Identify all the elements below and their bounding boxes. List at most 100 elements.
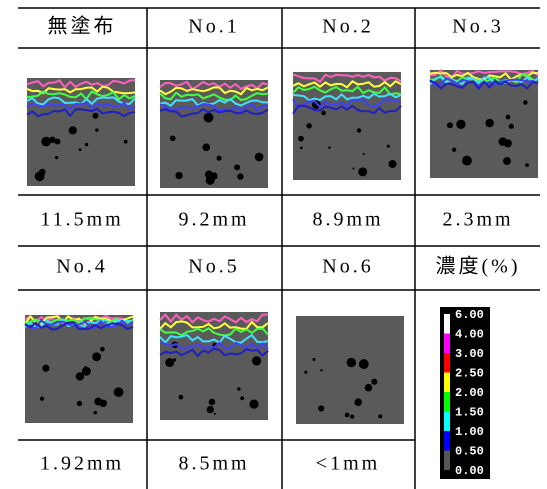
pore <box>456 119 466 129</box>
pore <box>84 142 89 147</box>
pore <box>93 410 98 415</box>
pore <box>386 144 390 148</box>
pore <box>95 128 99 132</box>
pore <box>321 110 326 116</box>
pore <box>505 114 511 120</box>
pore <box>364 383 373 392</box>
pore <box>178 394 184 400</box>
measurement: 1.92mm <box>40 453 124 475</box>
pore <box>42 364 50 372</box>
legend-swatch <box>444 450 450 470</box>
legend-label: 1.50 <box>455 406 484 420</box>
pore <box>83 366 88 370</box>
contour <box>292 98 402 109</box>
pore <box>371 378 378 385</box>
pore <box>76 400 83 407</box>
contour <box>159 107 269 118</box>
pore <box>358 167 368 177</box>
pore <box>525 163 529 168</box>
column-header: No.2 <box>322 16 373 38</box>
pore <box>208 398 216 406</box>
legend-swatch <box>444 333 450 353</box>
contour <box>159 102 269 112</box>
contour <box>159 341 269 351</box>
pore <box>75 372 85 381</box>
column-header: No.3 <box>452 16 503 38</box>
contour <box>159 320 269 330</box>
contour <box>24 314 134 324</box>
pore <box>328 146 331 149</box>
pore <box>216 155 222 161</box>
pore <box>203 112 214 123</box>
pore <box>378 414 383 419</box>
thumbnail <box>26 78 136 186</box>
contour <box>292 85 402 96</box>
contour <box>292 80 402 89</box>
pore <box>257 157 261 161</box>
pore <box>485 118 494 128</box>
contour <box>159 91 269 102</box>
contour <box>429 69 539 80</box>
pore <box>237 173 244 180</box>
pore <box>388 159 397 168</box>
contour <box>26 79 136 89</box>
legend-swatch <box>444 411 450 431</box>
legend-label: 6.00 <box>455 308 484 322</box>
specimen <box>25 315 133 423</box>
pore <box>54 138 61 145</box>
measurement: 8.5mm <box>178 453 249 475</box>
pore <box>306 123 312 129</box>
contour <box>159 97 269 107</box>
pore <box>39 396 45 401</box>
contour <box>159 313 269 324</box>
thumbnail <box>159 80 269 188</box>
pore <box>508 123 514 129</box>
legend-swatch <box>444 392 450 412</box>
contour <box>429 79 539 91</box>
measurement: 2.3mm <box>442 209 513 231</box>
legend-swatch <box>444 353 450 373</box>
contour <box>292 104 402 115</box>
legend-label: 4.00 <box>455 328 484 342</box>
contour <box>26 101 136 111</box>
contour <box>159 333 269 344</box>
contour <box>159 347 269 358</box>
pore <box>299 146 303 150</box>
legend-label: 1.00 <box>455 425 484 439</box>
pore <box>362 152 365 156</box>
pore <box>344 412 350 418</box>
pore <box>354 398 363 407</box>
pore <box>254 152 264 162</box>
pore <box>320 369 323 372</box>
column-header: 無塗布 <box>48 15 117 38</box>
pore <box>54 155 59 160</box>
specimen <box>160 80 268 188</box>
contour <box>292 73 402 84</box>
column-header: No.1 <box>188 16 239 38</box>
pore <box>92 112 99 119</box>
pore <box>304 370 308 374</box>
pore <box>165 358 175 368</box>
pore <box>349 414 355 419</box>
pore <box>34 171 45 182</box>
contour <box>159 80 269 91</box>
pore <box>318 405 325 412</box>
contour <box>26 107 136 118</box>
thumbnail <box>296 316 404 424</box>
pore <box>237 387 241 391</box>
pore <box>346 357 357 368</box>
pore <box>213 412 216 415</box>
pore <box>240 396 245 401</box>
pore <box>523 100 528 105</box>
legend-label: 2.50 <box>455 367 484 381</box>
pore <box>113 387 124 398</box>
pore <box>298 135 304 142</box>
specimen <box>430 70 538 178</box>
legend-label: 0.50 <box>455 445 484 459</box>
pore <box>68 126 77 135</box>
column-header: 濃度(%) <box>436 255 521 278</box>
legend-swatch <box>444 314 450 334</box>
legend-swatch <box>444 372 450 392</box>
contour <box>26 90 136 101</box>
